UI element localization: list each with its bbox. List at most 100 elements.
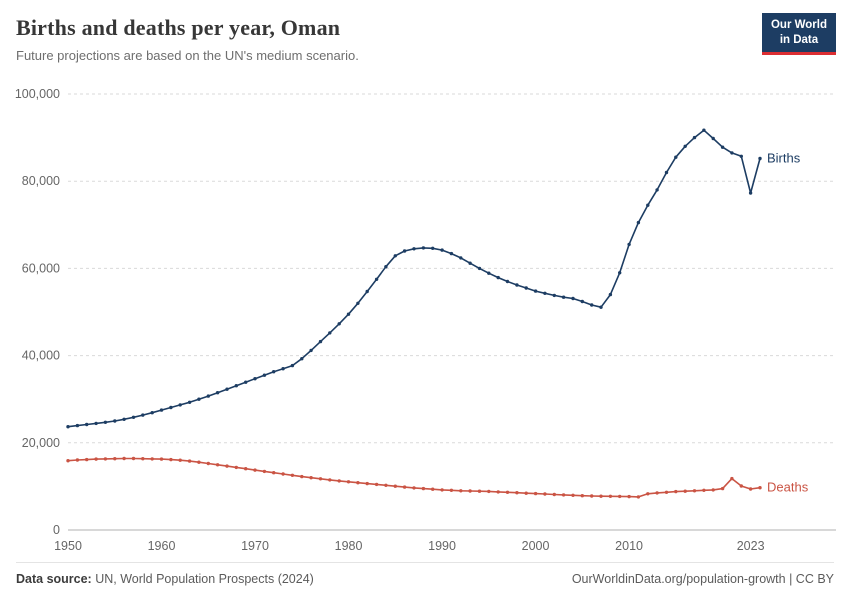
births-point[interactable] [627, 242, 631, 247]
births-point[interactable] [683, 144, 687, 148]
births-point[interactable] [290, 363, 295, 368]
deaths-point[interactable] [281, 472, 285, 476]
deaths-point[interactable] [636, 495, 641, 499]
deaths-point[interactable] [131, 456, 136, 461]
deaths-point[interactable] [197, 460, 201, 464]
births-point[interactable] [449, 251, 454, 256]
deaths-point[interactable] [150, 457, 154, 461]
births-point[interactable] [318, 339, 323, 344]
births-point[interactable] [618, 271, 622, 275]
births-point[interactable] [468, 261, 472, 265]
deaths-point[interactable] [496, 490, 500, 494]
births-point[interactable] [505, 279, 510, 284]
deaths-point[interactable] [674, 489, 678, 494]
line-chart[interactable]: 0 20,000 40,000 60,000 80,000 100,000 1950 1960… [0, 82, 850, 562]
deaths-point[interactable] [365, 481, 369, 486]
births-point[interactable] [122, 417, 126, 421]
deaths-point[interactable] [468, 489, 472, 493]
births-point[interactable] [496, 275, 500, 280]
births-point[interactable] [533, 289, 538, 293]
deaths-point[interactable] [346, 480, 351, 484]
deaths-point[interactable] [94, 457, 98, 461]
deaths-point[interactable] [103, 457, 108, 461]
deaths-point[interactable] [561, 493, 566, 497]
births-point[interactable] [85, 422, 89, 427]
births-point[interactable] [571, 296, 575, 301]
deaths-point[interactable] [683, 489, 687, 493]
deaths-point[interactable] [244, 467, 248, 471]
deaths-point[interactable] [590, 494, 594, 498]
births-point[interactable] [393, 254, 397, 258]
deaths-point[interactable] [122, 456, 126, 461]
births-point[interactable] [337, 322, 341, 326]
births-point[interactable] [150, 411, 154, 415]
births-point[interactable] [234, 384, 238, 388]
births-point[interactable] [206, 394, 210, 398]
births-point[interactable] [561, 295, 566, 299]
births-point[interactable] [524, 286, 528, 290]
deaths-point[interactable] [290, 473, 295, 477]
births-point[interactable] [300, 357, 304, 361]
births-point[interactable] [365, 289, 369, 294]
deaths-point[interactable] [384, 483, 388, 487]
deaths-point[interactable] [215, 463, 220, 467]
births-point[interactable] [103, 420, 108, 424]
deaths-point[interactable] [477, 489, 482, 493]
births-point[interactable] [459, 256, 463, 260]
deaths-point[interactable] [75, 458, 80, 462]
deaths-point[interactable] [702, 488, 706, 492]
births-point[interactable] [487, 271, 491, 275]
births-point[interactable] [431, 246, 435, 250]
births-point[interactable] [244, 380, 248, 384]
deaths-point[interactable] [421, 486, 426, 491]
deaths-point[interactable] [402, 485, 407, 489]
deaths-point[interactable] [533, 491, 538, 496]
births-point[interactable] [674, 155, 678, 159]
births-point[interactable] [580, 299, 584, 304]
deaths-point[interactable] [515, 491, 519, 495]
deaths-point[interactable] [393, 484, 397, 488]
deaths-point[interactable] [187, 459, 192, 463]
deaths-point[interactable] [571, 493, 575, 497]
births-point[interactable] [141, 413, 145, 417]
deaths-point[interactable] [85, 457, 89, 462]
births-point[interactable] [552, 293, 556, 298]
births-point[interactable] [440, 248, 444, 252]
births-point[interactable] [412, 247, 416, 251]
deaths-point[interactable] [664, 490, 669, 494]
deaths-point[interactable] [262, 469, 267, 474]
births-point[interactable] [262, 373, 267, 377]
deaths-point[interactable] [412, 486, 416, 490]
deaths-point[interactable] [739, 484, 743, 488]
deaths-point[interactable] [646, 492, 650, 496]
births-point[interactable] [702, 128, 706, 132]
births-point[interactable] [655, 188, 659, 192]
deaths-point[interactable] [318, 477, 323, 481]
deaths-point[interactable] [66, 459, 70, 463]
births-point[interactable] [66, 425, 70, 429]
births-point[interactable] [711, 136, 715, 141]
births-point[interactable] [328, 331, 332, 335]
births-point[interactable] [664, 170, 669, 175]
births-point[interactable] [131, 415, 136, 419]
deaths-point[interactable] [440, 488, 444, 492]
births-point[interactable] [178, 403, 182, 407]
deaths-point[interactable] [431, 487, 435, 491]
births-point[interactable] [646, 203, 650, 207]
deaths-point[interactable] [627, 494, 631, 499]
deaths-point[interactable] [720, 486, 725, 491]
births-point[interactable] [225, 387, 229, 391]
births-point[interactable] [197, 397, 201, 401]
deaths-point[interactable] [206, 461, 210, 466]
births-point[interactable] [636, 220, 641, 225]
deaths-point[interactable] [692, 489, 697, 493]
births-point[interactable] [159, 408, 164, 412]
deaths-point[interactable] [459, 489, 463, 493]
deaths-point[interactable] [711, 488, 715, 492]
births-point[interactable] [187, 400, 192, 404]
births-point[interactable] [356, 301, 360, 305]
deaths-point[interactable] [543, 492, 547, 496]
deaths-point[interactable] [178, 458, 182, 462]
deaths-point[interactable] [730, 476, 734, 481]
births-point[interactable] [113, 419, 117, 423]
